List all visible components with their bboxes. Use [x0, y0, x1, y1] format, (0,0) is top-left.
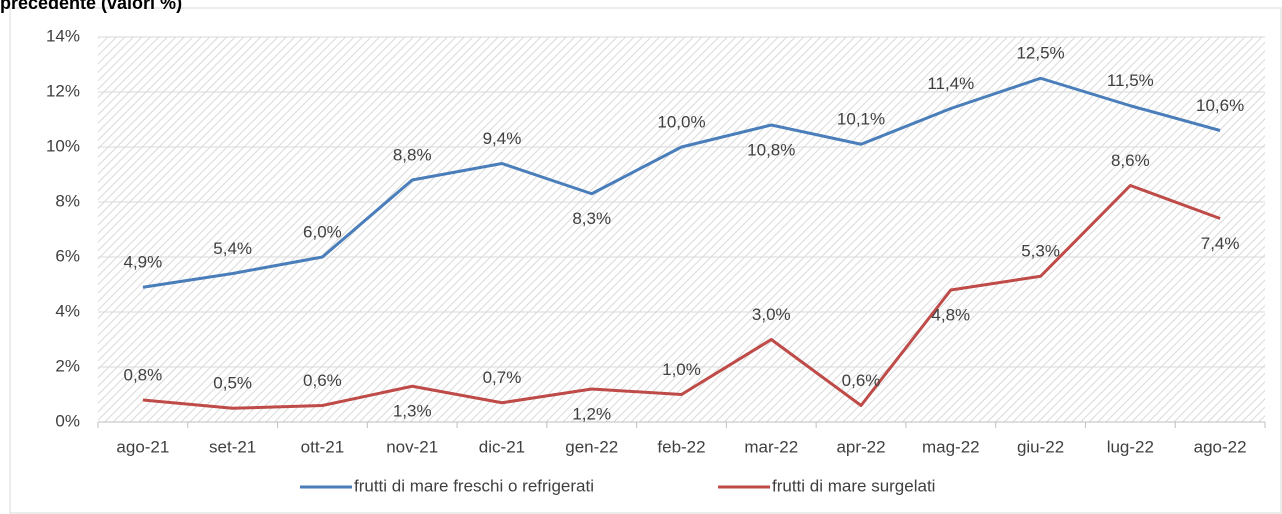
- y-tick-label: 6%: [55, 246, 80, 265]
- legend-label: frutti di mare surgelati: [772, 476, 935, 495]
- x-tick-label: mag-22: [922, 437, 980, 456]
- data-label: 12,5%: [1016, 44, 1064, 63]
- data-label: 1,0%: [662, 360, 701, 379]
- data-label: 4,9%: [124, 253, 163, 272]
- data-label: 7,4%: [1201, 234, 1240, 253]
- x-tick-label: giu-22: [1017, 437, 1064, 456]
- y-tick-label: 14%: [46, 26, 80, 45]
- chart-title: precedente (valori %): [0, 0, 182, 13]
- data-label: 8,6%: [1111, 151, 1150, 170]
- x-tick-label: ott-21: [301, 437, 344, 456]
- y-tick-label: 12%: [46, 81, 80, 100]
- x-tick-label: lug-22: [1107, 437, 1154, 456]
- x-tick-label: gen-22: [565, 437, 618, 456]
- chart-frame: [9, 7, 1282, 514]
- data-label: 5,4%: [213, 239, 252, 258]
- data-label: 0,5%: [213, 374, 252, 393]
- data-label: 0,8%: [124, 365, 163, 384]
- data-label: 8,3%: [572, 209, 611, 228]
- data-label: 8,8%: [393, 145, 432, 164]
- x-tick-label: ago-22: [1194, 437, 1247, 456]
- data-label: 10,0%: [657, 112, 705, 131]
- data-label: 9,4%: [483, 129, 522, 148]
- data-label: 10,1%: [837, 110, 885, 129]
- data-label: 3,0%: [752, 305, 791, 324]
- data-label: 1,3%: [393, 402, 432, 421]
- plot-area: [98, 37, 1265, 422]
- data-label: 10,8%: [747, 140, 795, 159]
- legend-label: frutti di mare freschi o refrigerati: [354, 476, 594, 495]
- x-tick-label: dic-21: [479, 437, 525, 456]
- data-label: 0,7%: [483, 368, 522, 387]
- data-label: 1,2%: [572, 404, 611, 423]
- x-tick-label: feb-22: [657, 437, 705, 456]
- data-label: 10,6%: [1196, 96, 1244, 115]
- data-label: 11,4%: [927, 74, 974, 93]
- y-tick-label: 4%: [55, 301, 80, 320]
- x-tick-label: apr-22: [836, 437, 885, 456]
- data-label: 5,3%: [1021, 242, 1060, 261]
- y-tick-label: 8%: [55, 191, 80, 210]
- x-tick-label: ago-21: [116, 437, 169, 456]
- data-label: 0,6%: [303, 371, 342, 390]
- y-tick-label: 2%: [55, 356, 80, 375]
- y-tick-label: 10%: [46, 136, 80, 155]
- data-label: 11,5%: [1107, 71, 1154, 90]
- x-tick-label: nov-21: [386, 437, 438, 456]
- data-label: 4,8%: [931, 305, 970, 324]
- data-label: 6,0%: [303, 222, 342, 241]
- series-line: [142, 184, 1221, 410]
- x-tick-label: set-21: [209, 437, 256, 456]
- y-tick-label: 0%: [55, 411, 80, 430]
- series-line: [142, 76, 1221, 289]
- data-label: 0,6%: [842, 371, 881, 390]
- x-tick-label: mar-22: [744, 437, 798, 456]
